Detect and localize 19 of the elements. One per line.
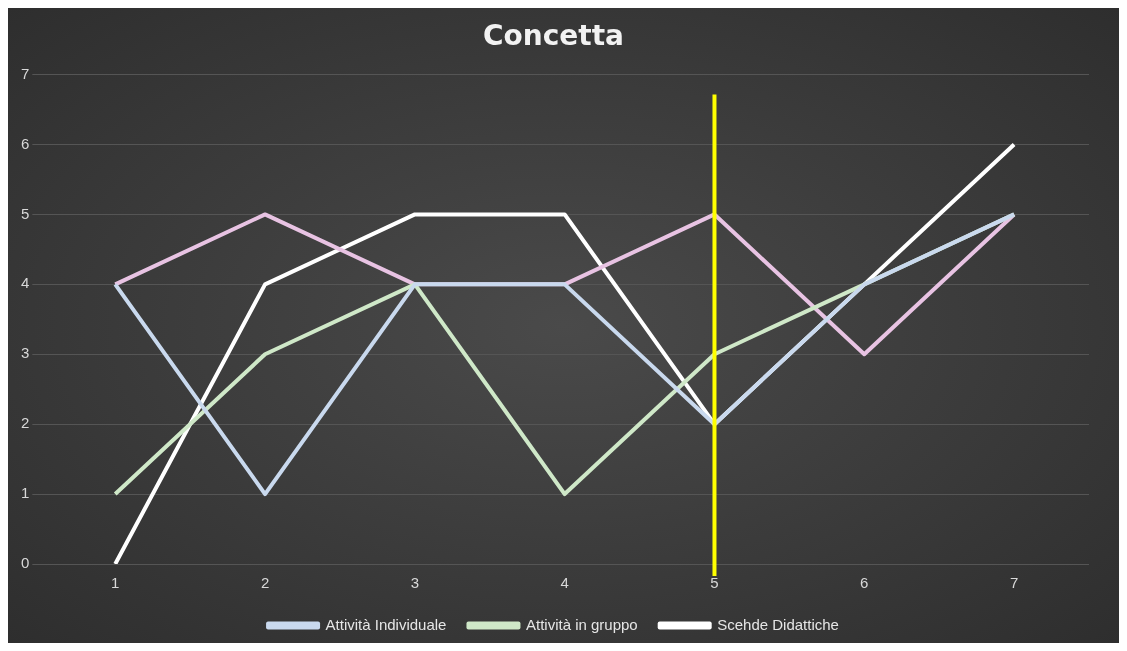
x-tick-label: 1: [111, 574, 120, 592]
y-tick-label: 0: [21, 554, 30, 572]
y-tick-label: 1: [21, 484, 30, 502]
y-tick-label: 5: [21, 204, 30, 222]
x-tick-label: 2: [260, 574, 270, 592]
y-tick-label: 7: [21, 64, 30, 82]
legend-label: Scehde Didattiche: [717, 615, 839, 633]
legend-label: Attività Individuale: [325, 615, 447, 633]
x-tick-label: 6: [860, 574, 869, 592]
y-tick-label: 6: [21, 134, 30, 152]
x-tick-label: 5: [710, 574, 719, 592]
legend-label: Attività in gruppo: [525, 615, 638, 633]
y-tick-label: 3: [21, 344, 30, 362]
chart-title: Concetta: [483, 19, 624, 53]
x-tick-label: 4: [560, 574, 569, 592]
y-tick-label: 4: [21, 274, 30, 292]
x-tick-label: 7: [1009, 574, 1019, 592]
x-tick-label: 3: [410, 574, 420, 592]
y-tick-label: 2: [21, 414, 30, 432]
